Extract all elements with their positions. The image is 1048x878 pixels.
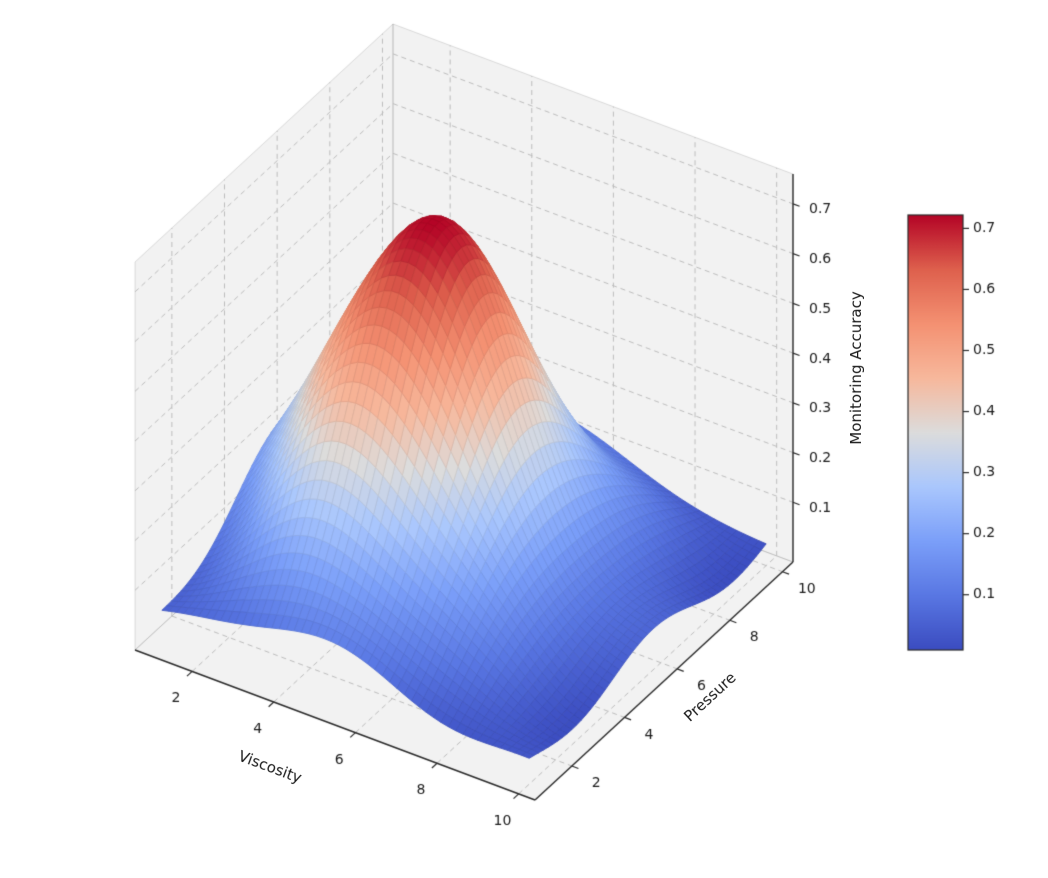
z-axis-title: Monitoring Accuracy: [847, 291, 865, 445]
